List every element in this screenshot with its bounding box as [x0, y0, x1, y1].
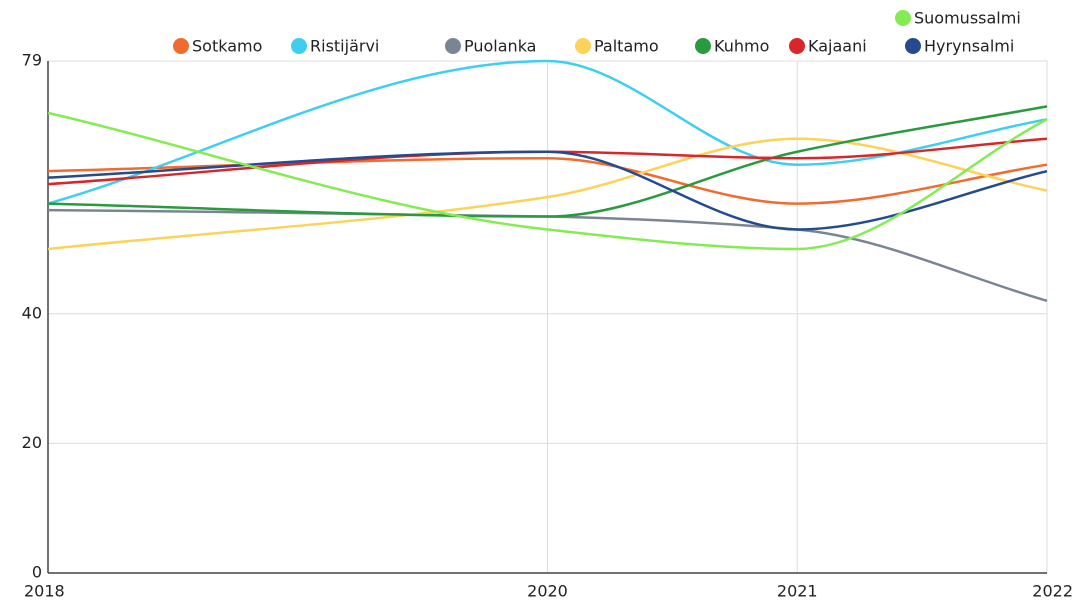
legend-marker: [695, 38, 711, 54]
x-tick-label: 2018: [24, 582, 65, 601]
legend-label: Ristijärvi: [310, 37, 379, 56]
series-line: [47, 150, 1048, 231]
y-tick-label: 20: [22, 433, 42, 452]
legend-label: Kajaani: [808, 37, 867, 56]
legend-label: Paltamo: [594, 37, 659, 56]
y-tick-label: 40: [22, 303, 42, 322]
series-line: [47, 105, 1048, 218]
x-tick-label: 2021: [777, 582, 818, 601]
legend-label: Hyrynsalmi: [924, 37, 1014, 56]
legend-marker: [445, 38, 461, 54]
legend-label: Puolanka: [464, 37, 536, 56]
x-tick-label: 2020: [527, 582, 568, 601]
y-tick-label: 0: [32, 563, 42, 582]
y-tick-label: 79: [22, 51, 42, 70]
legend-label: Suomussalmi: [914, 9, 1021, 28]
series-line: [47, 137, 1048, 186]
legend-label: Sotkamo: [192, 37, 262, 56]
legend-marker: [905, 38, 921, 54]
series-line: [47, 111, 1048, 251]
series-line: [47, 208, 1048, 302]
legend-marker: [575, 38, 591, 54]
legend-marker: [173, 38, 189, 54]
series-line: [47, 137, 1048, 251]
legend-marker: [895, 10, 911, 26]
legend-marker: [789, 38, 805, 54]
legend-label: Kuhmo: [714, 37, 769, 56]
x-tick-label: 2022: [1032, 582, 1073, 601]
legend-marker: [291, 38, 307, 54]
